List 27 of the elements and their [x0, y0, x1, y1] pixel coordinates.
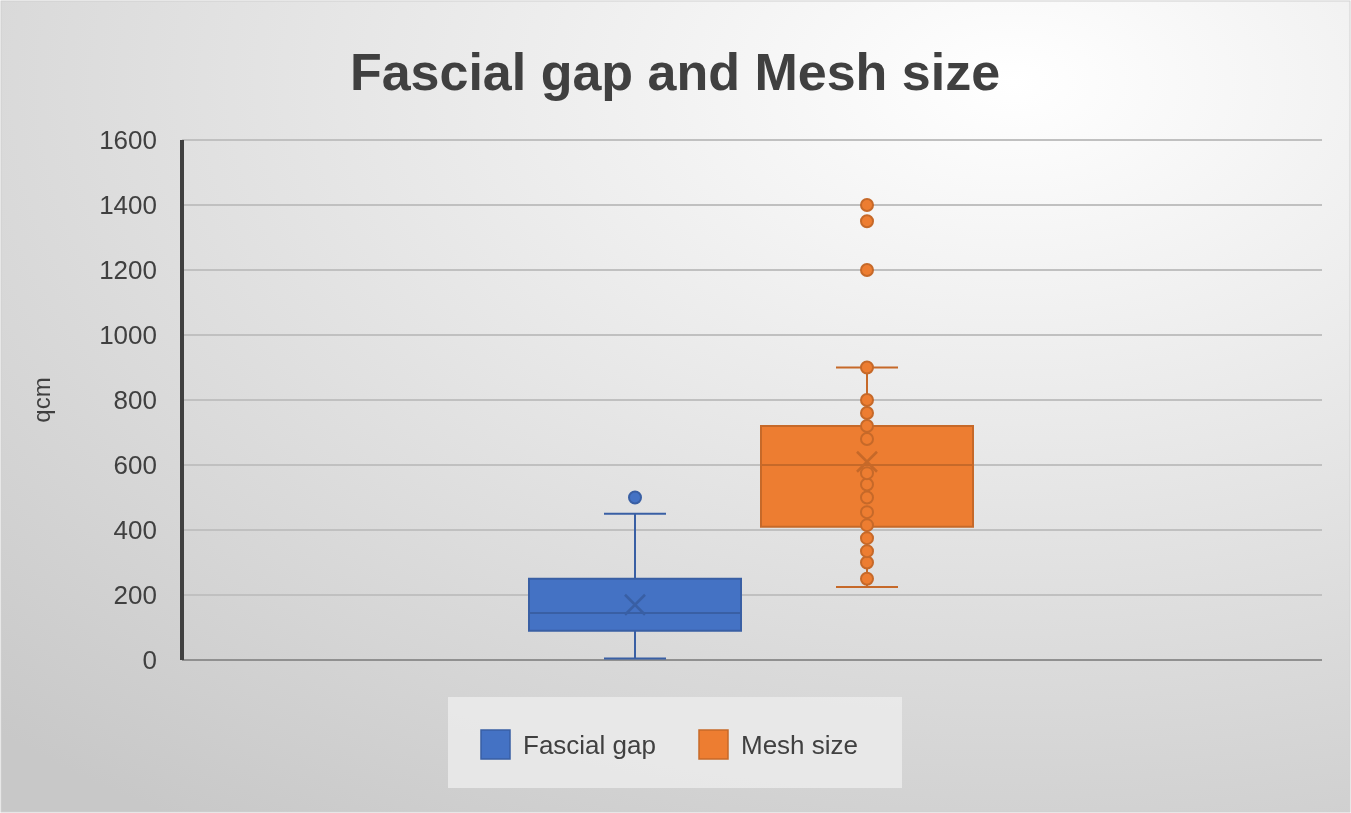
- point: [860, 360, 874, 375]
- y-tick-label: 0: [142, 645, 157, 676]
- point: [860, 466, 874, 481]
- point: [860, 406, 874, 420]
- legend-label: Fascial gap: [523, 730, 656, 761]
- point: [860, 571, 874, 586]
- point: [860, 393, 874, 407]
- y-tick-label: 600: [113, 450, 157, 481]
- point: [860, 555, 874, 570]
- y-tick-label: 1400: [99, 190, 157, 221]
- y-tick-label: 800: [113, 385, 157, 416]
- y-tick-label: 200: [113, 580, 157, 611]
- point: [860, 544, 874, 559]
- point: [860, 477, 874, 492]
- chart-title: Fascial gap and Mesh size: [349, 43, 1001, 101]
- y-tick-label: 1000: [99, 320, 157, 351]
- y-axis-title: qcm: [28, 377, 55, 423]
- y-tick-label: 400: [113, 515, 157, 546]
- point: [860, 419, 874, 433]
- point: [860, 518, 874, 533]
- legend-label: Mesh size: [741, 730, 859, 761]
- y-tick-label: 1600: [99, 125, 157, 156]
- point: [860, 432, 874, 446]
- y-tick-label: 1200: [99, 255, 157, 286]
- point: [860, 531, 874, 546]
- point: [860, 490, 874, 505]
- point: [860, 505, 874, 520]
